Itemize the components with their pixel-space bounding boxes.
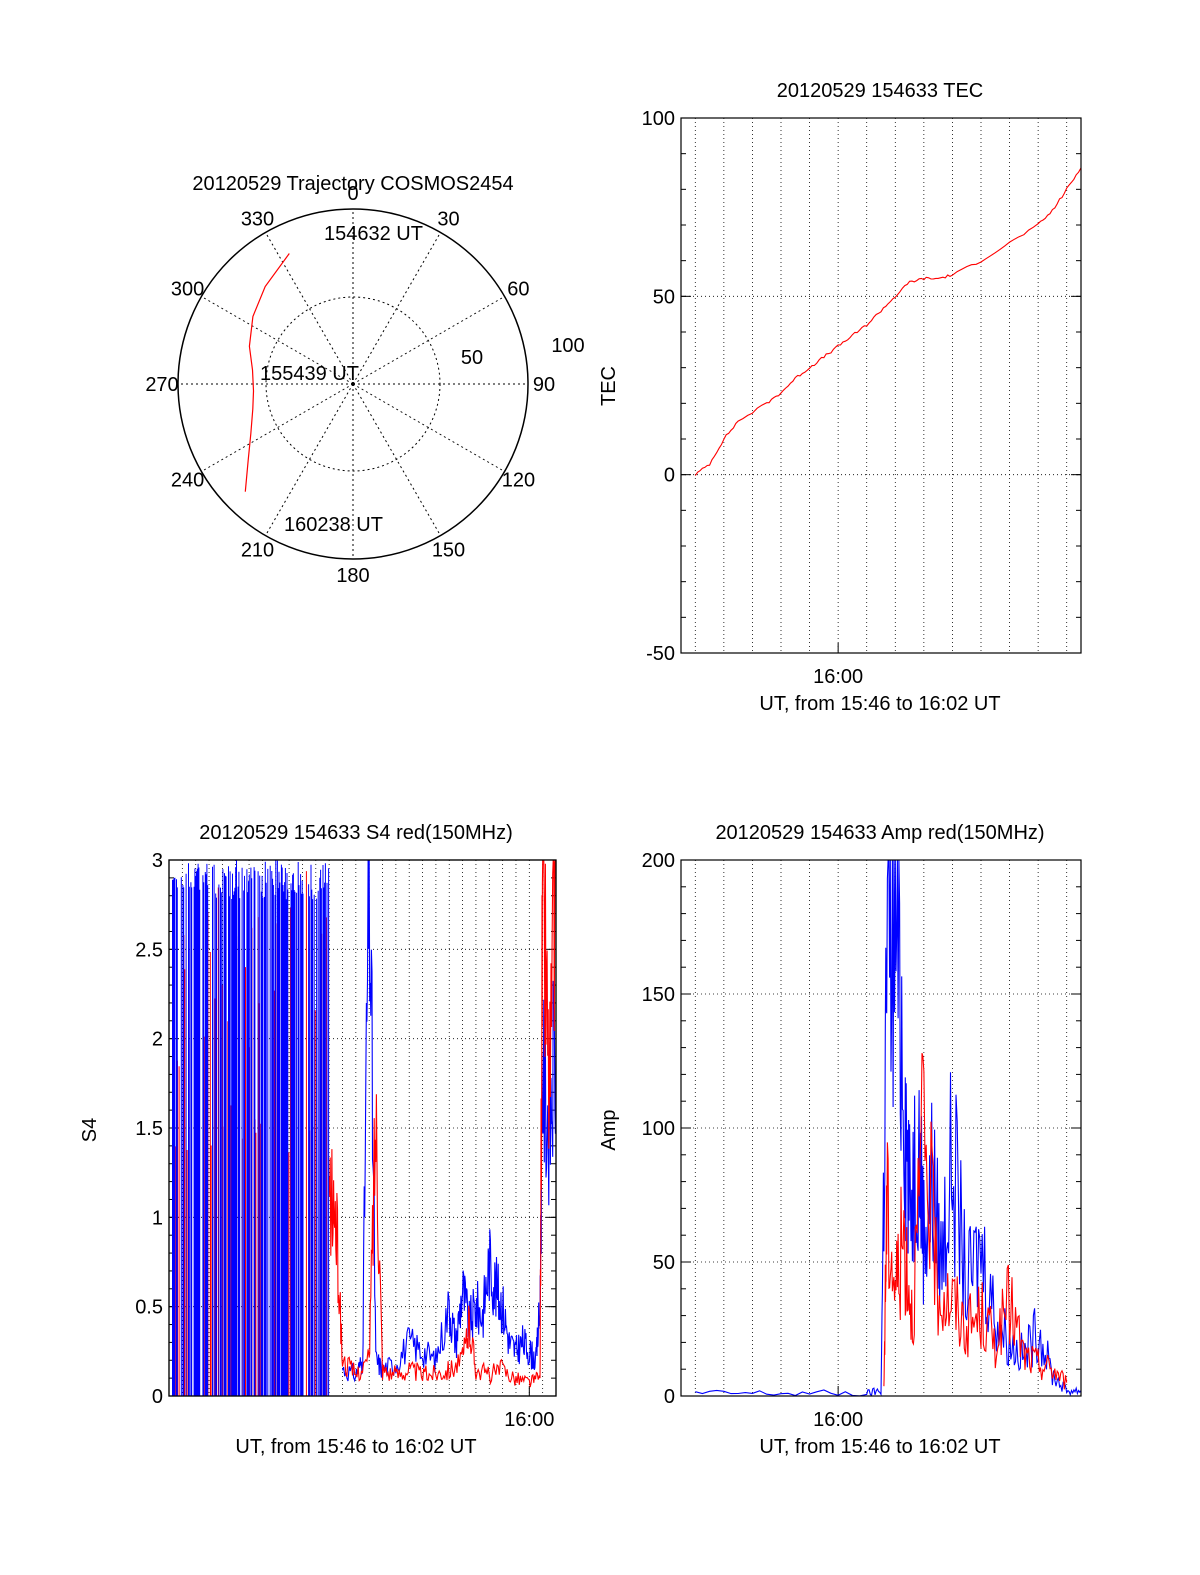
tec-xtick-label: 16:00	[813, 666, 863, 688]
s4-xtick-label: 16:00	[504, 1409, 554, 1431]
amp-ytick-label: 100	[642, 1118, 675, 1140]
tec-ytick-label: -50	[646, 643, 675, 665]
polar-spoke-240	[201, 383, 354, 472]
polar-track-line	[244, 253, 290, 492]
s4-ytick-label: 2.5	[135, 939, 163, 961]
amp-series-red	[883, 1052, 1068, 1390]
amp-xlabel: UT, from 15:46 to 16:02 UT	[759, 1436, 1000, 1458]
tec-series-red	[694, 167, 1082, 476]
polar-angle-label-60: 60	[507, 279, 529, 301]
polar-angle-labels: 0 30 60 90 120 150 180 210 240 270 300 330	[145, 183, 555, 587]
amp-plot-area: 0 50 100 150 200 16:00	[642, 850, 1082, 1431]
s4-frame-top	[168, 859, 557, 1397]
polar-spoke-120	[352, 383, 505, 472]
tec-ytick-label: 0	[664, 465, 675, 487]
s4-ytick-label: 0.5	[135, 1297, 163, 1319]
tec-xlabel: UT, from 15:46 to 16:02 UT	[759, 693, 1000, 715]
tec-ytick-label: 100	[642, 108, 675, 130]
s4-ytick-label: 1	[152, 1207, 163, 1229]
tec-chart: 20120529 154633 TEC UT, from 15:46 to 16…	[598, 80, 1082, 715]
polar-angle-label-210: 210	[241, 539, 274, 561]
s4-spikes-blue	[172, 860, 330, 1396]
polar-spokes	[178, 209, 528, 559]
polar-trajectory-chart: 20120529 Trajectory COSMOS2454 0 30 60 90 12…	[145, 173, 584, 587]
polar-spoke-300	[201, 296, 354, 385]
polar-spoke-330	[265, 232, 354, 385]
amp-title: 20120529 154633 Amp red(150MHz)	[715, 822, 1044, 844]
polar-angle-label-30: 30	[437, 209, 459, 231]
polar-radius-label-50: 50	[461, 347, 483, 369]
s4-chart: 20120529 154633 S4 red(150MHz) UT, from …	[79, 822, 557, 1458]
s4-title: 20120529 154633 S4 red(150MHz)	[199, 822, 513, 844]
polar-title: 20120529 Trajectory COSMOS2454	[192, 173, 513, 195]
tec-frame	[680, 117, 1082, 654]
polar-angle-label-270: 270	[145, 374, 178, 396]
polar-radius-label-100: 100	[551, 335, 584, 357]
s4-ytick-label: 1.5	[135, 1118, 163, 1140]
tec-ylabel: TEC	[598, 366, 620, 406]
polar-annotation-center: 155439 UT	[260, 363, 359, 385]
amp-ytick-label: 0	[664, 1386, 675, 1408]
amp-series-blue	[695, 859, 1082, 1397]
amp-ytick-label: 50	[653, 1252, 675, 1274]
polar-angle-label-90: 90	[533, 374, 555, 396]
polar-angle-label-330: 330	[241, 209, 274, 231]
polar-spoke-210	[265, 383, 354, 536]
s4-ytick-label: 2	[152, 1029, 163, 1051]
amp-ylabel: Amp	[598, 1109, 620, 1150]
polar-angle-label-180: 180	[336, 565, 369, 587]
polar-angle-label-240: 240	[171, 470, 204, 492]
polar-annotation-start: 154632 UT	[324, 223, 423, 245]
polar-spoke-150	[352, 383, 441, 536]
amp-ytick-label: 150	[642, 984, 675, 1006]
s4-ytick-label: 3	[152, 850, 163, 872]
amp-chart: 20120529 154633 Amp red(150MHz) UT, from…	[598, 822, 1082, 1458]
amp-ytick-label: 200	[642, 850, 675, 872]
amp-frame	[680, 859, 1082, 1397]
s4-series-red	[328, 859, 556, 1388]
tec-title: 20120529 154633 TEC	[777, 80, 983, 102]
polar-angle-label-150: 150	[432, 539, 465, 561]
polar-spoke-60	[352, 296, 505, 385]
polar-spoke-30	[352, 232, 441, 385]
s4-xlabel: UT, from 15:46 to 16:02 UT	[235, 1436, 476, 1458]
polar-outer-circle	[177, 208, 529, 560]
s4-plot-area: 0 0.5 1 1.5 2 2.5 3 16:00	[135, 850, 557, 1431]
s4-ylabel: S4	[79, 1118, 101, 1142]
tec-plot-area: -50 0 50 100 16:00	[642, 108, 1082, 688]
polar-angle-label-300: 300	[171, 279, 204, 301]
s4-ytick-label: 0	[152, 1386, 163, 1408]
polar-angle-label-120: 120	[502, 470, 535, 492]
amp-xtick-label: 16:00	[813, 1409, 863, 1431]
polar-angle-label-0: 0	[347, 183, 358, 205]
tec-ytick-label: 50	[653, 286, 675, 308]
polar-annotation-end: 160238 UT	[284, 514, 383, 536]
